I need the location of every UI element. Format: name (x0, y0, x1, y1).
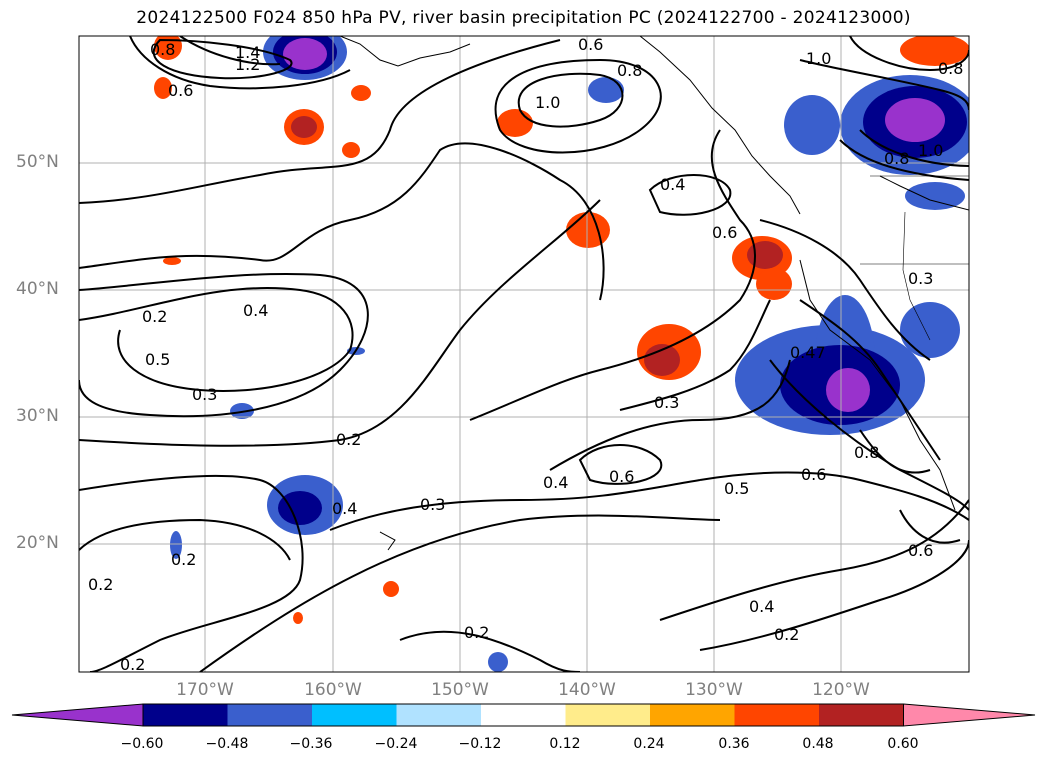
contour-label: 1.2 (235, 55, 260, 74)
precip-blob (283, 38, 327, 70)
colorbar-segment (565, 704, 650, 726)
contour-label: 1.0 (918, 141, 943, 160)
lon-label: 160°W (304, 680, 362, 700)
pv-contours (79, 36, 969, 672)
precip-blob (885, 98, 945, 142)
colorbar-tick: −0.12 (458, 736, 502, 752)
lat-label: 40°N (16, 279, 59, 299)
precip-blob (588, 77, 624, 103)
precip-blob (756, 268, 792, 300)
precip-blob (163, 257, 181, 265)
contour-label: 0.6 (801, 465, 826, 484)
lon-label: 140°W (558, 680, 616, 700)
map-frame (78, 35, 970, 673)
contour-label: 0.6 (168, 81, 193, 100)
colorbar-tick: 0.60 (887, 736, 919, 752)
colorbar-extend-high (903, 703, 1036, 727)
contour-label: 0.3 (654, 393, 679, 412)
contour-label: 0.4 (243, 301, 268, 320)
colorbar-tick: 0.24 (633, 736, 665, 752)
contour-label: 0.47 (790, 343, 826, 362)
lon-label: 170°W (176, 680, 234, 700)
precip-blob (900, 302, 960, 358)
contour-label: 0.2 (336, 430, 361, 449)
colorbar-tick: 0.48 (802, 736, 834, 752)
precip-blob (342, 142, 360, 158)
contour-label: 0.2 (120, 655, 145, 674)
colorbar-tick: 0.36 (718, 736, 750, 752)
precip-blob (747, 241, 783, 269)
lon-label: 150°W (431, 680, 489, 700)
contour-label: 0.6 (578, 35, 603, 54)
contour-label: 0.2 (774, 625, 799, 644)
precip-blob (488, 652, 508, 672)
contour-label: 0.4 (543, 473, 568, 492)
contour-label: 0.3 (192, 385, 217, 404)
contour-label: 0.8 (150, 40, 175, 59)
colorbar-tick: −0.24 (374, 736, 418, 752)
contour-label: 0.2 (88, 575, 113, 594)
contour-label: 0.4 (749, 597, 774, 616)
contour-label: 0.3 (420, 495, 445, 514)
precip-blob (170, 531, 182, 559)
colorbar-tick: −0.48 (205, 736, 249, 752)
contour-label: 0.8 (854, 443, 879, 462)
graticule (79, 36, 969, 672)
colorbar-segment (819, 704, 904, 726)
colorbar-segment (143, 704, 228, 726)
precip-shading (154, 36, 969, 672)
contour-label: 0.4 (332, 499, 357, 518)
colorbar-tick: −0.36 (289, 736, 333, 752)
contour-label: 1.0 (806, 49, 831, 68)
contour-label: 0.5 (724, 479, 749, 498)
colorbar-segment (650, 704, 735, 726)
precip-blob (900, 36, 969, 66)
precip-blob (826, 368, 870, 412)
lon-label: 120°W (812, 680, 870, 700)
contour-label: 1.4 (235, 43, 260, 62)
contour-label-layer: 1.4 1.2 0.8 0.6 0.6 0.8 1.0 1.0 0.8 1.0 … (88, 35, 963, 674)
lon-label: 130°W (685, 680, 743, 700)
contour-label: 0.8 (884, 149, 909, 168)
colorbar-segment (227, 704, 312, 726)
precip-blob (351, 85, 371, 101)
colorbar-segment (734, 704, 819, 726)
precip-blob (154, 36, 182, 60)
contour-label: 0.2 (171, 550, 196, 569)
lat-label: 50°N (16, 152, 59, 172)
contour-label: 1.0 (535, 93, 560, 112)
precip-blob (291, 116, 317, 138)
colorbar-tick: 0.12 (549, 736, 581, 752)
contour-label: 0.6 (712, 223, 737, 242)
colorbar-extend-low (11, 703, 144, 727)
precip-blob (566, 212, 610, 248)
colorbar-segment (396, 704, 481, 726)
lat-label: 30°N (16, 406, 59, 426)
contour-label: 0.8 (617, 61, 642, 80)
contour-label: 0.2 (142, 307, 167, 326)
lat-label: 20°N (16, 533, 59, 553)
precip-blob (154, 77, 172, 99)
precip-blob (784, 95, 840, 155)
contour-label: 0.5 (145, 350, 170, 369)
contour-label: 0.2 (464, 623, 489, 642)
precip-blob (383, 581, 399, 597)
colorbar-tick: −0.60 (120, 736, 164, 752)
colorbar-segment (312, 704, 397, 726)
map-title: 2024122500 F024 850 hPa PV, river basin … (136, 8, 911, 28)
contour-label: 0.8 (938, 59, 963, 78)
precip-blob (905, 182, 965, 210)
colorbar-outline (142, 703, 904, 727)
contour-label: 0.6 (609, 467, 634, 486)
colorbar-segment (481, 704, 566, 726)
precip-blob (644, 344, 680, 376)
precip-blob (278, 491, 322, 525)
contour-label: 0.4 (660, 175, 685, 194)
colorbar (11, 703, 1036, 727)
coastline (339, 36, 969, 551)
contour-label: 0.3 (908, 269, 933, 288)
contour-label: 0.6 (908, 541, 933, 560)
precip-blob (293, 612, 303, 624)
